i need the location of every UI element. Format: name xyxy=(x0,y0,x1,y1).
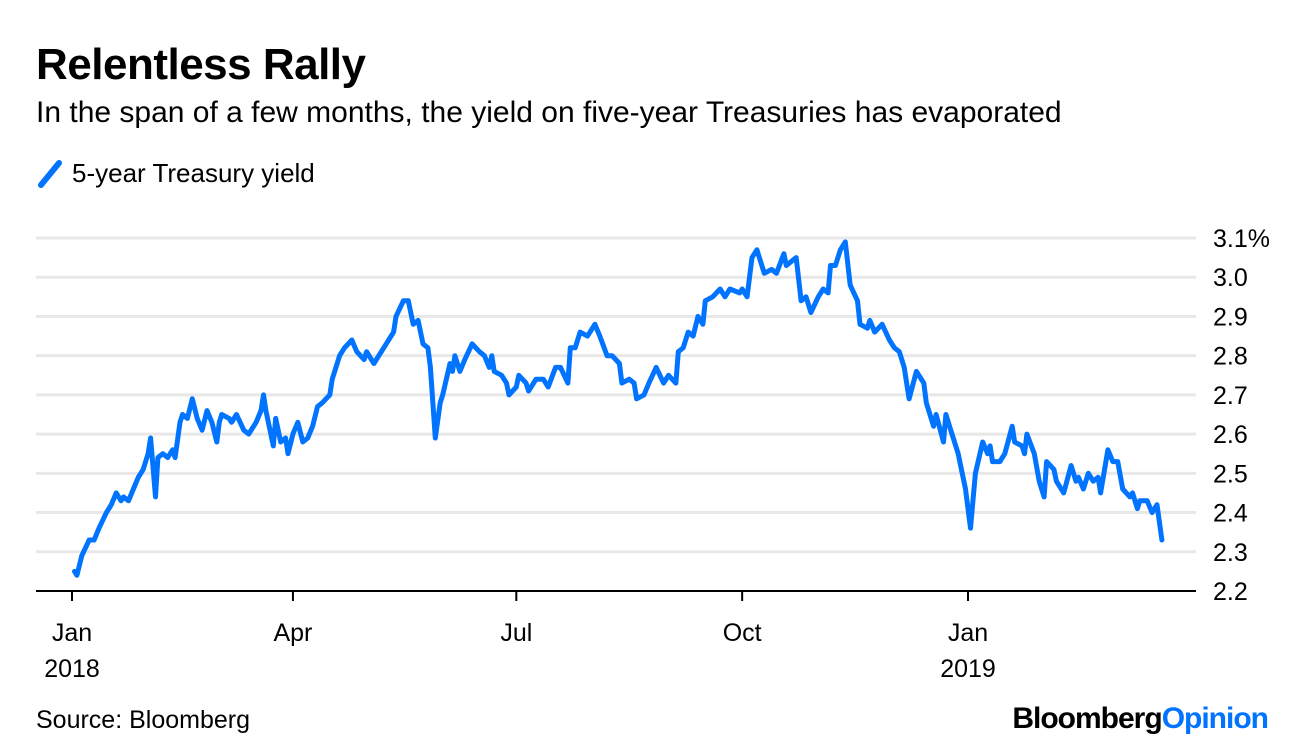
gridlines xyxy=(36,236,1196,554)
bloomberg-opinion-logo: BloombergOpinion xyxy=(1012,702,1269,736)
y-tick-label: 2.6 xyxy=(1213,421,1248,449)
y-tick-label: 3.0 xyxy=(1213,264,1248,292)
x-tick-label: Apr xyxy=(273,619,312,647)
logo-brand: Bloomberg xyxy=(1012,702,1162,735)
y-tick-label: 3.1% xyxy=(1213,225,1270,253)
y-axis-labels: 2.2 2.3 2.4 2.5 2.6 2.7 2.8 2.9 3.0 3.1% xyxy=(1213,225,1270,606)
x-tick-label: Jul xyxy=(500,619,532,647)
source-note: Source: Bloomberg xyxy=(36,706,251,734)
series-group xyxy=(72,239,1165,578)
series-line-5-year-treasury-yield xyxy=(72,239,1165,578)
logo-product: Opinion xyxy=(1161,702,1269,735)
legend: 5-year Treasury yield xyxy=(36,158,315,189)
x-tick-label: Jan xyxy=(948,619,988,647)
x-tick-year-label: 2019 xyxy=(940,655,996,683)
legend-line-icon xyxy=(38,159,62,188)
x-axis: Jan 2018 Apr Jul Oct Jan 2019 xyxy=(36,590,1196,683)
y-tick-label: 2.9 xyxy=(1213,303,1248,331)
chart-subtitle: In the span of a few months, the yield o… xyxy=(36,96,1062,129)
y-tick-label: 2.3 xyxy=(1213,539,1248,567)
y-tick-label: 2.5 xyxy=(1213,460,1248,488)
x-tick-label: Jan xyxy=(52,619,92,647)
legend-label: 5-year Treasury yield xyxy=(72,158,315,188)
x-tick-label: Oct xyxy=(723,619,762,647)
y-tick-label: 2.4 xyxy=(1213,500,1248,528)
y-tick-label: 2.7 xyxy=(1213,382,1248,410)
y-tick-label: 2.8 xyxy=(1213,343,1248,371)
x-tick-year-label: 2018 xyxy=(44,655,100,683)
chart-title: Relentless Rally xyxy=(36,40,366,89)
y-tick-label: 2.2 xyxy=(1213,578,1248,606)
